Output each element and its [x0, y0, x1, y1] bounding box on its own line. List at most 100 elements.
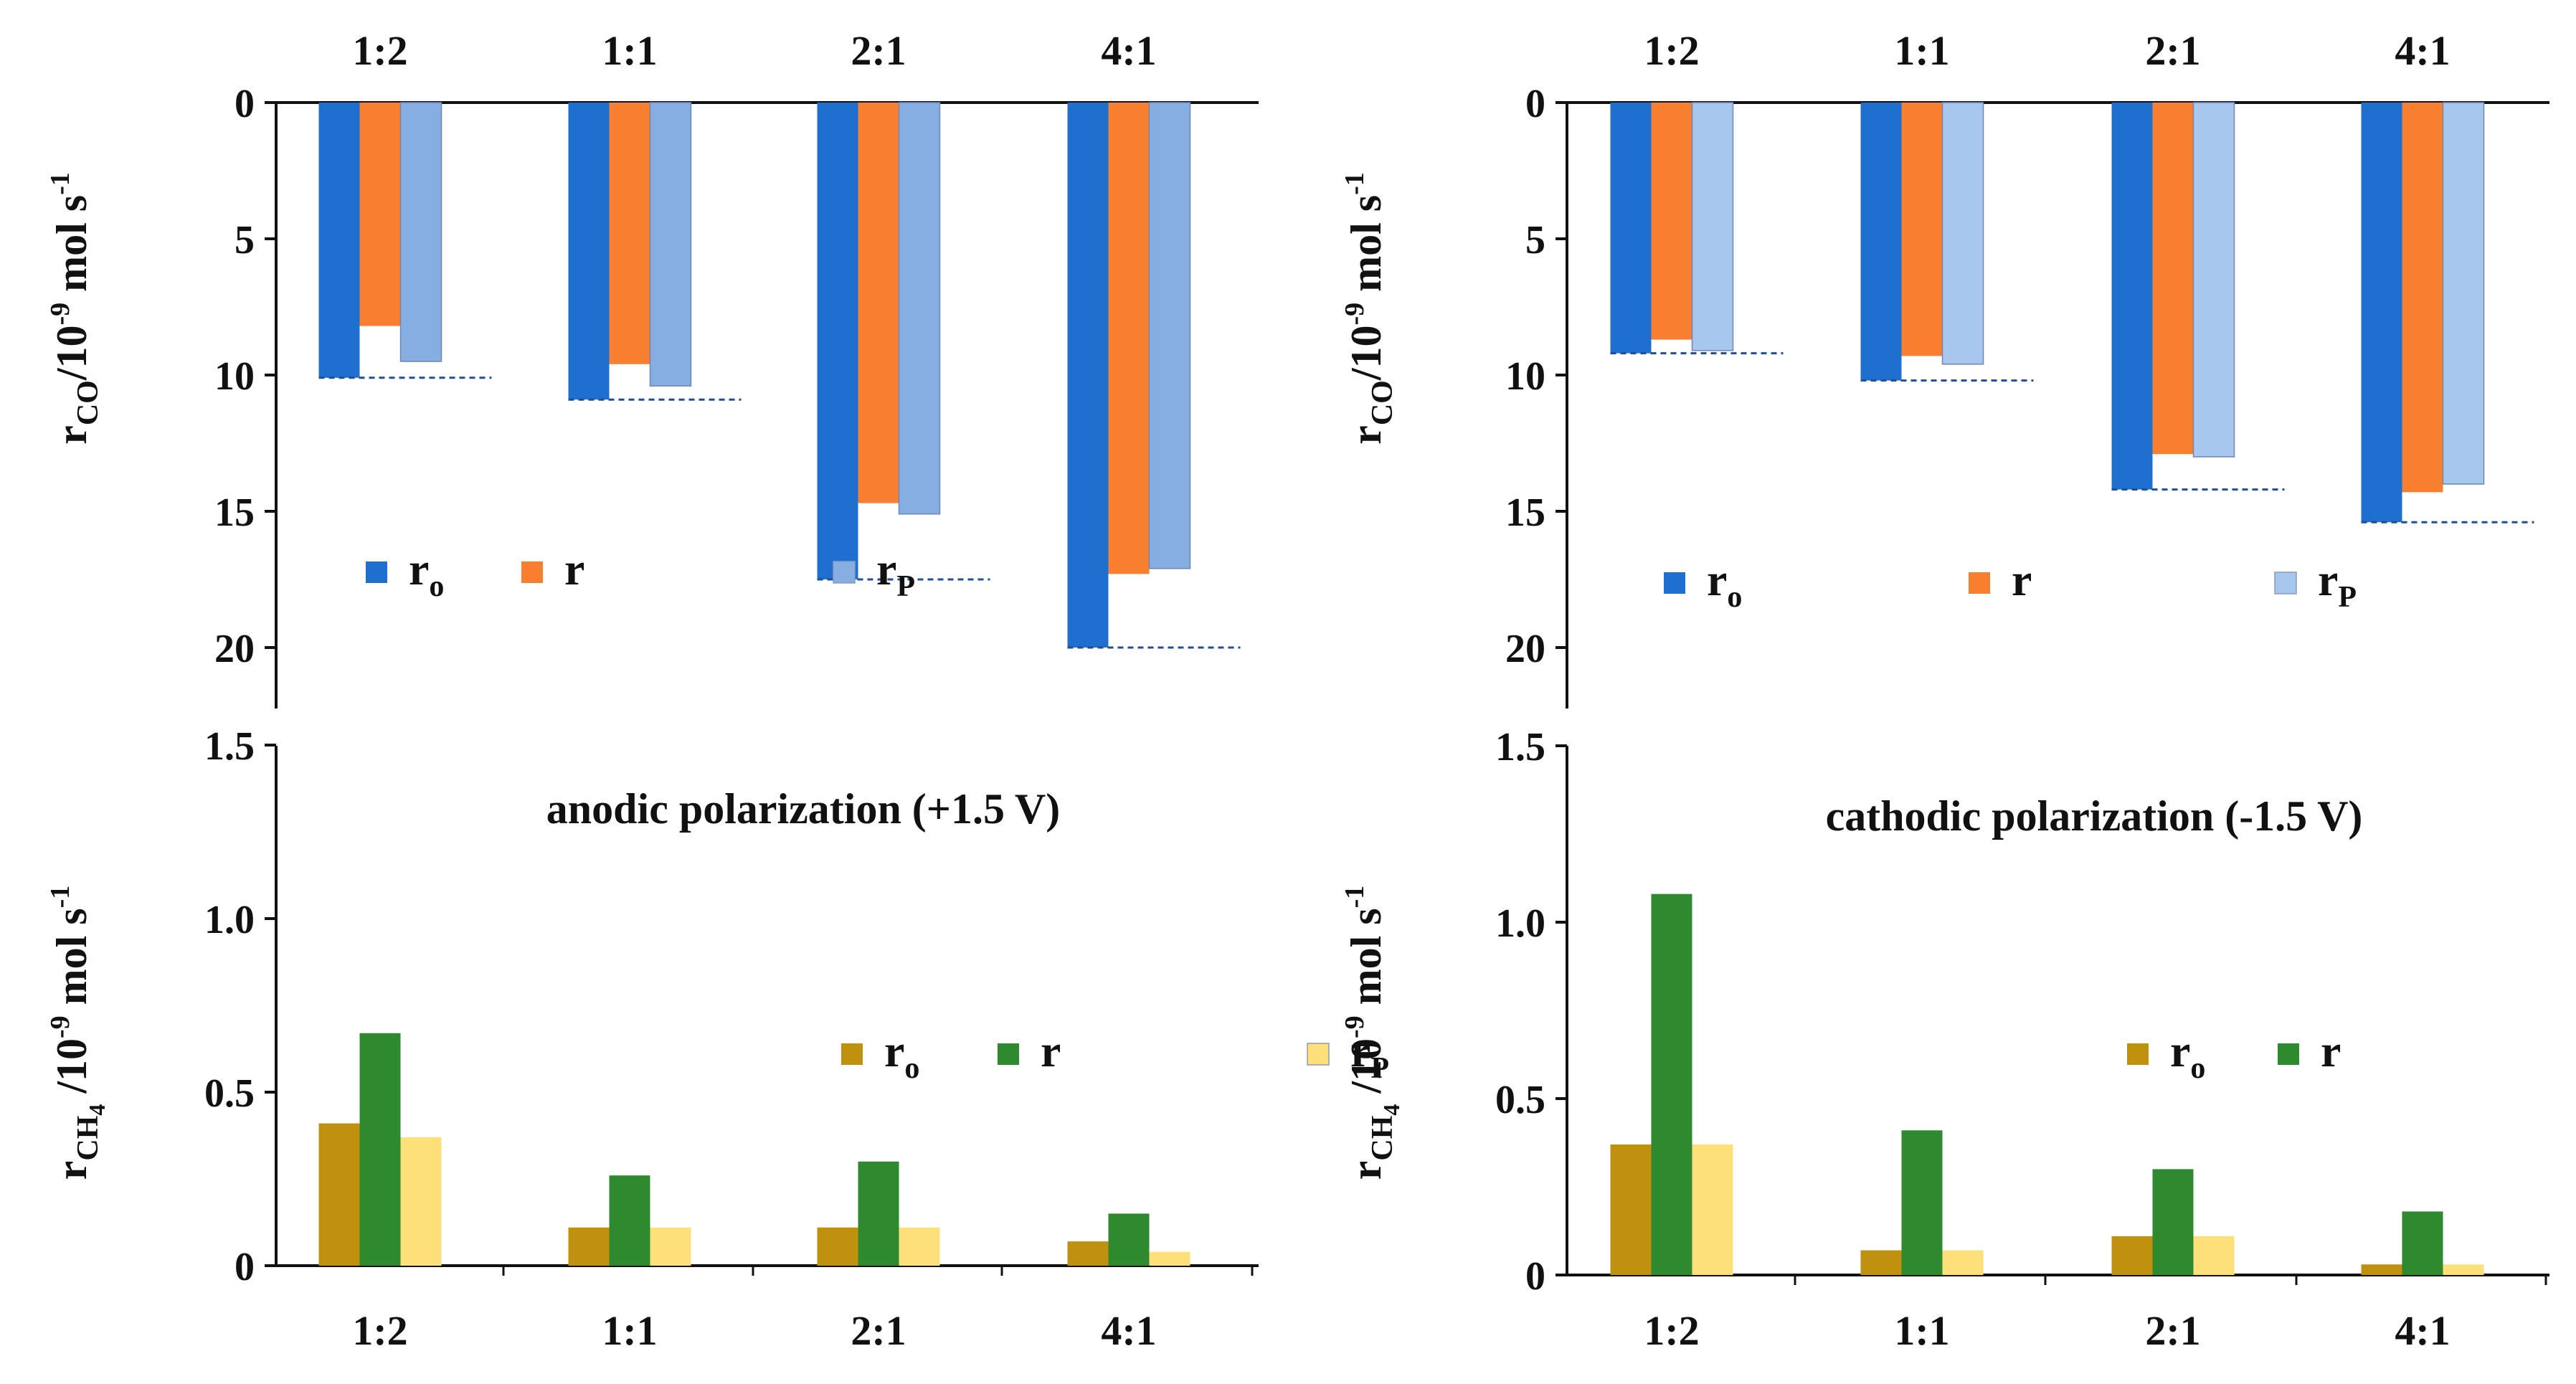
legend-label: rP: [1350, 1025, 1389, 1085]
category-label: 1:2: [1644, 1307, 1699, 1354]
chart-title: anodic polarization (+1.5 V): [546, 785, 1060, 833]
legend-label-main: r: [1350, 1025, 1370, 1076]
bar-ro: [1860, 103, 1902, 381]
bar-ro: [2361, 1264, 2402, 1275]
bar-rP: [2442, 102, 2485, 485]
y-tick-label: 5: [235, 218, 255, 262]
bar-rP: [2193, 1236, 2235, 1275]
y-axis-label-sup: -9: [1340, 1015, 1370, 1038]
bar-r: [1108, 103, 1150, 574]
category-label: 1:1: [1894, 27, 1949, 74]
legend-swatch-ro: [366, 561, 387, 583]
bar-r: [1108, 1213, 1150, 1266]
legend-label: ro: [2170, 1025, 2205, 1085]
legend-label-main: r: [2321, 1025, 2341, 1076]
bar-rP: [1691, 102, 1734, 351]
y-axis-label-unit: /10: [48, 1038, 95, 1104]
y-tick-label: 10: [1505, 354, 1545, 399]
y-tick-label: 15: [1505, 490, 1545, 535]
category-label: 4:1: [1101, 27, 1156, 74]
bar-ro: [817, 1227, 858, 1266]
category-label: 1:1: [602, 1307, 657, 1354]
legend-label-sub: o: [429, 570, 444, 603]
legend-swatch-ro: [1664, 572, 1685, 594]
legend-swatch-r: [1969, 572, 1990, 594]
bar-rP: [1148, 102, 1191, 569]
y-tick-label: 1.5: [204, 724, 255, 769]
y-tick-label: 0: [1525, 82, 1545, 126]
bar-rP: [899, 1227, 940, 1266]
category-label: 1:2: [352, 27, 407, 74]
bar-r: [2402, 103, 2443, 493]
legend-label: ro: [884, 1025, 919, 1085]
bar-rP: [2192, 102, 2235, 458]
legend-label: r: [2012, 554, 2032, 605]
bar-ro: [1860, 1250, 1902, 1275]
y-axis-label-sup2: -1: [45, 886, 75, 909]
bar-r: [359, 103, 401, 326]
legend-label-main: r: [2318, 554, 2338, 605]
legend-label-sub: P: [896, 570, 915, 603]
category-label: 2:1: [2145, 27, 2200, 74]
bar-rP: [1941, 102, 1984, 365]
y-axis-label-tail: mol s: [1343, 195, 1390, 303]
bar-r: [2152, 1169, 2194, 1275]
y-axis-label-subsub: 4: [1378, 1104, 1404, 1116]
bar-ro: [1067, 103, 1109, 648]
legend-swatch-rP: [833, 561, 856, 584]
y-tick-label: 0: [235, 1245, 255, 1289]
y-axis-label-tail: mol s: [1343, 908, 1390, 1015]
bar-r: [1901, 1130, 1943, 1275]
legend-label: r: [2321, 1025, 2341, 1076]
bar-r: [1901, 103, 1943, 356]
bar-ro: [1610, 103, 1652, 354]
category-label: 4:1: [2395, 1307, 2450, 1354]
category-label: 4:1: [1101, 1307, 1156, 1354]
legend-label-main: r: [876, 544, 896, 594]
legend-label-sub: o: [1727, 581, 1742, 614]
category-label: 2:1: [2145, 1307, 2200, 1354]
legend-swatch-ro: [2127, 1043, 2149, 1065]
chart-title: cathodic polarization (-1.5 V): [1826, 792, 2363, 840]
legend-swatch-rP: [2274, 572, 2297, 594]
bar-ro: [2111, 1236, 2153, 1275]
y-axis-label: rCO/10-9 mol s-1: [1340, 172, 1399, 445]
y-tick-label: 5: [1525, 218, 1545, 262]
y-tick-label: 1.0: [204, 898, 255, 942]
bar-r: [858, 103, 899, 503]
bar-r: [2402, 1211, 2443, 1275]
bar-rP: [649, 102, 692, 387]
legend-swatch-r: [521, 561, 543, 583]
y-tick-label: 0: [235, 82, 255, 126]
category-label: 2:1: [851, 1307, 906, 1354]
bar-ro: [2111, 103, 2153, 490]
legend-label: ro: [1707, 554, 1742, 614]
y-axis-label-sup2: -1: [45, 172, 75, 195]
bar-r: [609, 103, 650, 364]
category-label: 1:1: [602, 27, 657, 74]
category-label: 4:1: [2395, 27, 2450, 74]
legend-swatch-ro: [841, 1043, 863, 1065]
legend-swatch-r: [2278, 1043, 2299, 1065]
y-axis-label-sub: CO: [1366, 380, 1399, 425]
legend-label-sub: o: [904, 1052, 919, 1085]
bar-ro: [817, 103, 858, 579]
y-axis-label-sub: CH: [72, 1116, 105, 1161]
legend-label: r: [1041, 1025, 1061, 1076]
bar-r: [1651, 103, 1692, 340]
y-tick-label: 10: [214, 354, 255, 399]
legend-label: rP: [876, 544, 915, 603]
legend-label-main: r: [1707, 554, 1727, 605]
legend-label-main: r: [2170, 1025, 2190, 1076]
category-label: 1:2: [352, 1307, 407, 1354]
bar-ro: [318, 1123, 360, 1266]
y-axis-label-unit: /10: [1343, 1038, 1390, 1104]
y-axis-label-subsub: 4: [84, 1104, 110, 1116]
legend-label-main: r: [564, 544, 584, 594]
